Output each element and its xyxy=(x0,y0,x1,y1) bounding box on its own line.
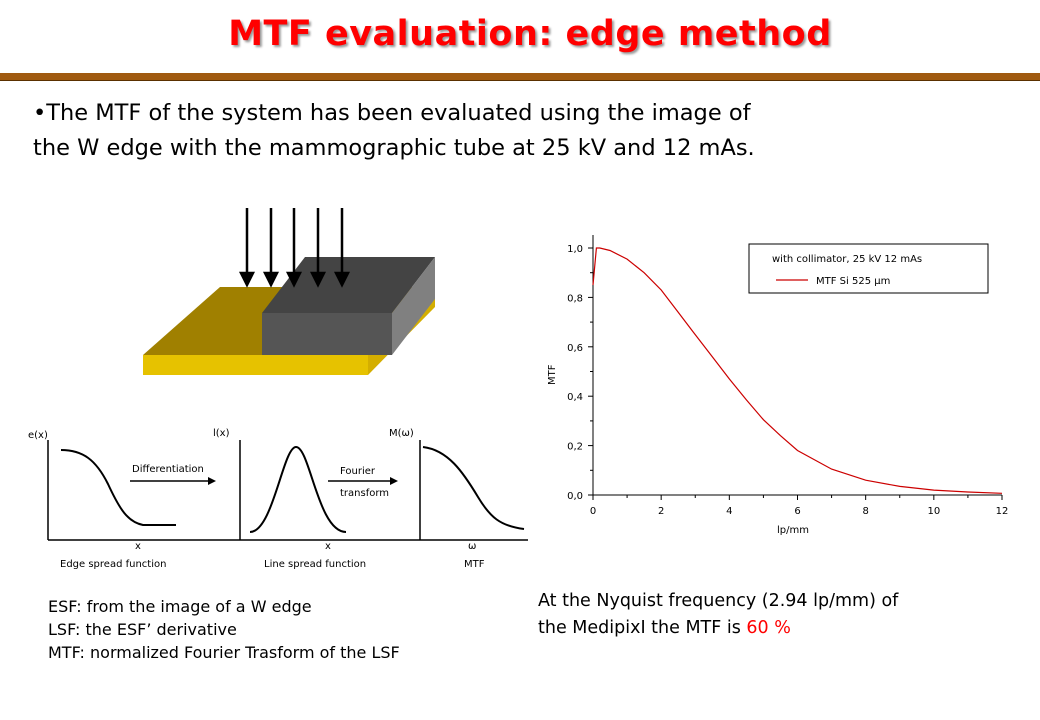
bullet-line-2: the W edge with the mammographic tube at… xyxy=(33,135,755,161)
x-axis-label: lp/mm xyxy=(777,525,809,536)
y-axis-label: MTF xyxy=(547,364,558,385)
mtf-curve xyxy=(422,446,525,530)
slide-title: MTF evaluation: edge method xyxy=(228,14,832,54)
x-label-2: x xyxy=(325,541,331,552)
omega-label: ω xyxy=(468,541,476,552)
x-tick-label: 2 xyxy=(658,506,664,517)
arrow1-head xyxy=(208,477,216,485)
y-tick-label: 0,2 xyxy=(567,442,583,453)
title-divider xyxy=(0,73,1040,81)
lsf-caption: LSF: the ESF’ derivative xyxy=(48,620,237,639)
x-tick-label: 12 xyxy=(996,506,1009,517)
y-tick-label: 0,0 xyxy=(567,491,583,502)
y-tick-label: 0,4 xyxy=(567,392,583,403)
nyquist-line-1: At the Nyquist frequency (2.94 lp/mm) of xyxy=(538,591,899,611)
x-tick-label: 4 xyxy=(726,506,732,517)
arrow2-label-1: Fourier xyxy=(340,466,376,477)
y-tick-label: 0,6 xyxy=(567,343,583,354)
x-label-1: x xyxy=(135,541,141,552)
slab-front xyxy=(143,355,368,375)
w-block-front xyxy=(262,313,392,355)
x-tick-label: 6 xyxy=(794,506,800,517)
lsf-label: Line spread function xyxy=(264,559,366,570)
mtf-axis-label: M(ω) xyxy=(389,428,414,439)
x-tick-label: 8 xyxy=(862,506,868,517)
lsf-axis-label: l(x) xyxy=(213,428,230,439)
w-block-top xyxy=(262,257,435,313)
legend-box xyxy=(748,243,989,294)
method-caption: ESF: from the image of a W edge LSF: the… xyxy=(48,595,400,664)
arrow1-label: Differentiation xyxy=(132,464,204,475)
nyquist-note: At the Nyquist frequency (2.94 lp/mm) of… xyxy=(538,588,1018,642)
esf-curve xyxy=(60,449,176,526)
x-tick-label: 10 xyxy=(927,506,940,517)
esf-axis-label: e(x) xyxy=(28,430,48,441)
mtf-caption: MTF: normalized Fourier Trasform of the … xyxy=(48,643,400,662)
edge-setup-illustration xyxy=(143,208,435,375)
lsf-curve xyxy=(249,445,347,533)
arrow2-head xyxy=(390,477,398,485)
x-tick-label: 0 xyxy=(590,506,596,517)
esf-lsf-mtf-diagram: e(x) l(x) M(ω) Differentiation Fourier t… xyxy=(28,428,528,570)
arrow2-label-2: transform xyxy=(340,488,389,499)
y-tick-label: 1,0 xyxy=(567,244,583,255)
mtf-series-line xyxy=(592,247,1003,494)
intro-bullet: •The MTF of the system has been evaluate… xyxy=(33,96,1023,166)
nyquist-line-2-text: the MedipixI the MTF is xyxy=(538,618,747,638)
nyquist-mtf-value: 60 % xyxy=(746,618,791,638)
w-block-side xyxy=(392,257,435,355)
bullet-line-1: •The MTF of the system has been evaluate… xyxy=(33,100,751,126)
esf-label: Edge spread function xyxy=(60,559,166,570)
legend-series-name: MTF Si 525 µm xyxy=(816,276,890,287)
mtf-label: MTF xyxy=(464,559,485,570)
nyquist-line-2: the MedipixI the MTF is 60 % xyxy=(538,615,1018,642)
y-tick-label: 0,8 xyxy=(567,293,583,304)
mtf-chart: 0 2 4 6 8 10 12 0,0 0,2 0,4 0,6 0,8 1,0 MTF lp/mm wi… xyxy=(547,235,1009,536)
legend-title: with collimator, 25 kV 12 mAs xyxy=(772,254,922,265)
esf-caption: ESF: from the image of a W edge xyxy=(48,597,312,616)
xray-arrows xyxy=(238,208,351,288)
